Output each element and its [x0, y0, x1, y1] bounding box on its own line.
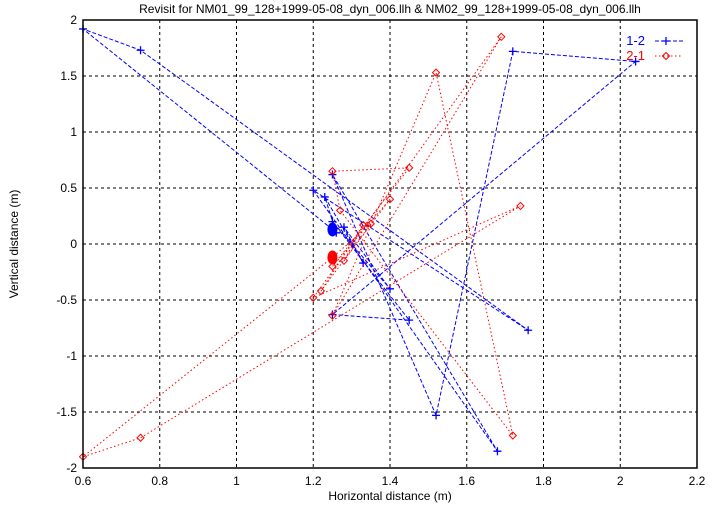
- diamond-marker: [339, 256, 349, 266]
- diamond-marker: [661, 51, 671, 61]
- plus-marker: [405, 316, 414, 325]
- x-tick-label: 2.2: [689, 474, 706, 488]
- legend-label: 1-2: [626, 33, 645, 48]
- x-tick-label: 1.2: [305, 474, 322, 488]
- y-tick-label: 1: [70, 125, 77, 139]
- y-tick-label: 1.5: [60, 69, 77, 83]
- chart-title: Revisit for NM01_99_128+1999-05-08_dyn_0…: [139, 2, 641, 16]
- plus-marker: [432, 411, 441, 420]
- diamond-marker: [431, 68, 441, 77]
- diamond-marker: [366, 219, 376, 229]
- y-tick-label: 0.5: [60, 181, 77, 195]
- diamond-marker: [328, 262, 337, 271]
- cluster-blob: [327, 250, 338, 265]
- x-tick-label: 1.8: [535, 474, 552, 488]
- plus-marker: [631, 57, 640, 66]
- diamond-marker: [516, 201, 525, 211]
- diamond-marker: [497, 32, 506, 42]
- series-line: [82, 36, 521, 458]
- series-2-1: [78, 32, 525, 462]
- series-layer: [78, 24, 640, 462]
- diamond-marker: [316, 286, 326, 296]
- y-tick-label: 0: [70, 237, 77, 251]
- plot-frame: [82, 19, 698, 469]
- y-tick-label: -1.5: [56, 405, 77, 419]
- plus-marker: [136, 46, 145, 55]
- diamond-marker: [136, 433, 145, 442]
- plus-marker: [493, 447, 502, 456]
- plus-marker: [524, 326, 533, 335]
- x-tick-label: 0.8: [151, 474, 168, 488]
- legend: 1-22-1: [626, 33, 683, 63]
- x-tick-label: 1: [233, 474, 240, 488]
- diamond-marker: [335, 206, 345, 215]
- diamond-marker: [508, 431, 518, 440]
- diamond-marker: [328, 166, 337, 176]
- plus-marker: [339, 223, 348, 232]
- legend-label: 2-1: [626, 48, 645, 63]
- x-axis-label: Horizontal distance (m): [328, 489, 451, 503]
- y-axis-label: Vertical distance (m): [7, 190, 21, 299]
- y-tick-label: 2: [70, 13, 77, 27]
- plus-marker: [320, 192, 329, 201]
- y-tick-label: -0.5: [56, 293, 77, 307]
- plus-marker: [309, 186, 318, 195]
- diamond-marker: [309, 293, 318, 302]
- y-tick-label: -1: [66, 349, 77, 363]
- diamond-marker: [358, 220, 368, 230]
- series-1-2: [79, 24, 640, 456]
- y-tick-label: -2: [66, 461, 77, 475]
- plus-marker: [386, 284, 394, 293]
- x-tick-label: 1.6: [458, 474, 475, 488]
- plus-marker: [662, 37, 670, 45]
- plus-marker: [508, 47, 517, 56]
- cluster-blob: [327, 222, 338, 237]
- x-tick-label: 2: [617, 474, 624, 488]
- diamond-marker: [385, 194, 395, 204]
- grid: [83, 20, 697, 468]
- x-tick-label: 0.6: [75, 474, 92, 488]
- tick-labels: 0.6 0.8 1 1.2 1.4 1.6 1.8 2 2.2 2 1.5 1 0.5 0 -0.5 -1 -1…: [56, 13, 705, 488]
- diamond-marker: [328, 311, 337, 320]
- x-tick-label: 1.4: [382, 474, 399, 488]
- diamond-marker: [404, 163, 414, 173]
